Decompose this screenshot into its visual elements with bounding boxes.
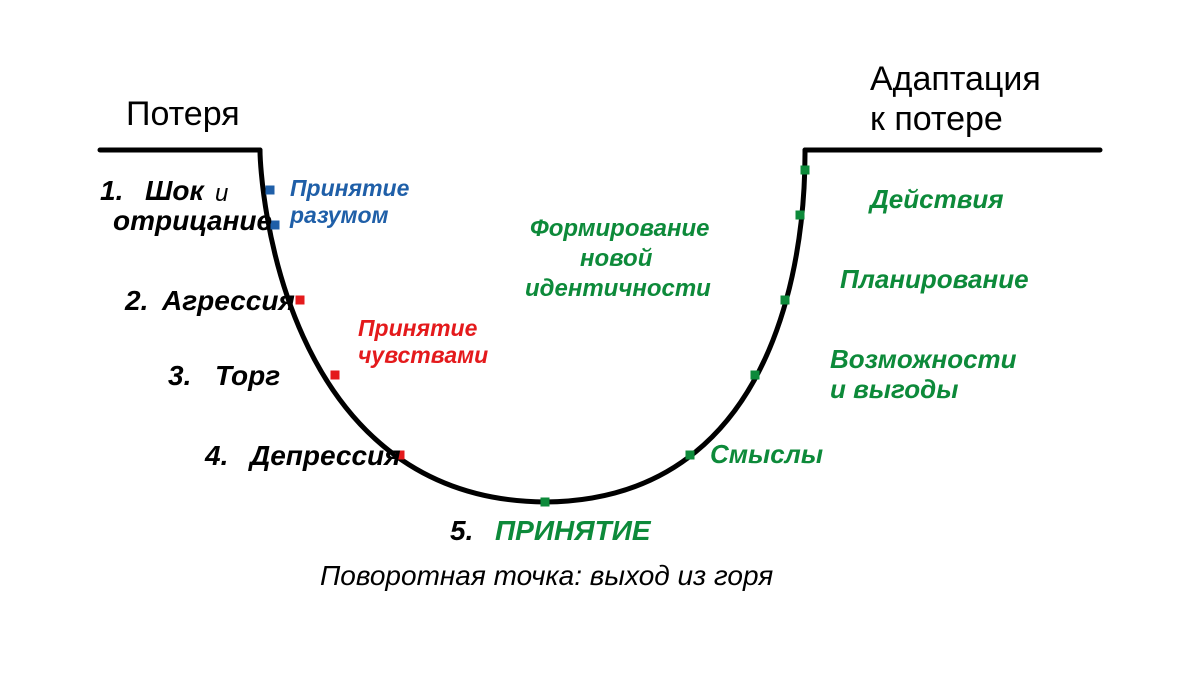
stage-1-shock: Шок [145, 175, 204, 207]
curve-marker-7 [751, 371, 760, 380]
stage-1-number: 1. [100, 175, 123, 207]
stage-4-number: 4. [205, 440, 228, 472]
stage-5-number: 5. [450, 515, 473, 547]
curve-marker-0 [266, 186, 275, 195]
acceptance-feelings-line2: чувствами [358, 342, 488, 368]
identity-line3: идентичности [525, 275, 711, 303]
stage-1-and: и [215, 180, 228, 208]
stage-3-label: Торг [215, 360, 280, 392]
stage-2-label: Агрессия [162, 285, 295, 317]
acceptance-mind-line2: разумом [290, 202, 389, 228]
title-left: Потеря [126, 95, 240, 134]
stage-5-label: ПРИНЯТИЕ [495, 515, 651, 547]
curve-marker-10 [801, 166, 810, 175]
title-right-line1: Адаптация [870, 60, 1041, 99]
planning-label: Планирование [840, 265, 1029, 295]
curve-marker-5 [541, 498, 550, 507]
turning-point-caption: Поворотная точка: выход из горя [320, 560, 773, 592]
opportunities-line1: Возможности [830, 345, 1017, 375]
actions-label: Действия [870, 185, 1004, 215]
curve-marker-6 [686, 451, 695, 460]
stage-3-number: 3. [168, 360, 191, 392]
curve-marker-2 [296, 296, 305, 305]
stage-1-denial: отрицание [113, 205, 272, 237]
curve-marker-3 [331, 371, 340, 380]
opportunities-line2: и выгоды [830, 375, 958, 405]
acceptance-mind-line1: Принятие [290, 175, 409, 201]
meanings-label: Смыслы [710, 440, 823, 470]
identity-line2: новой [580, 245, 652, 273]
title-right-line2: к потере [870, 100, 1003, 139]
curve-marker-9 [796, 211, 805, 220]
stage-4-label: Депрессия [250, 440, 401, 472]
curve-marker-8 [781, 296, 790, 305]
acceptance-feelings-line1: Принятие [358, 315, 477, 341]
identity-line1: Формирование [530, 215, 710, 243]
stage-2-number: 2. [125, 285, 148, 317]
